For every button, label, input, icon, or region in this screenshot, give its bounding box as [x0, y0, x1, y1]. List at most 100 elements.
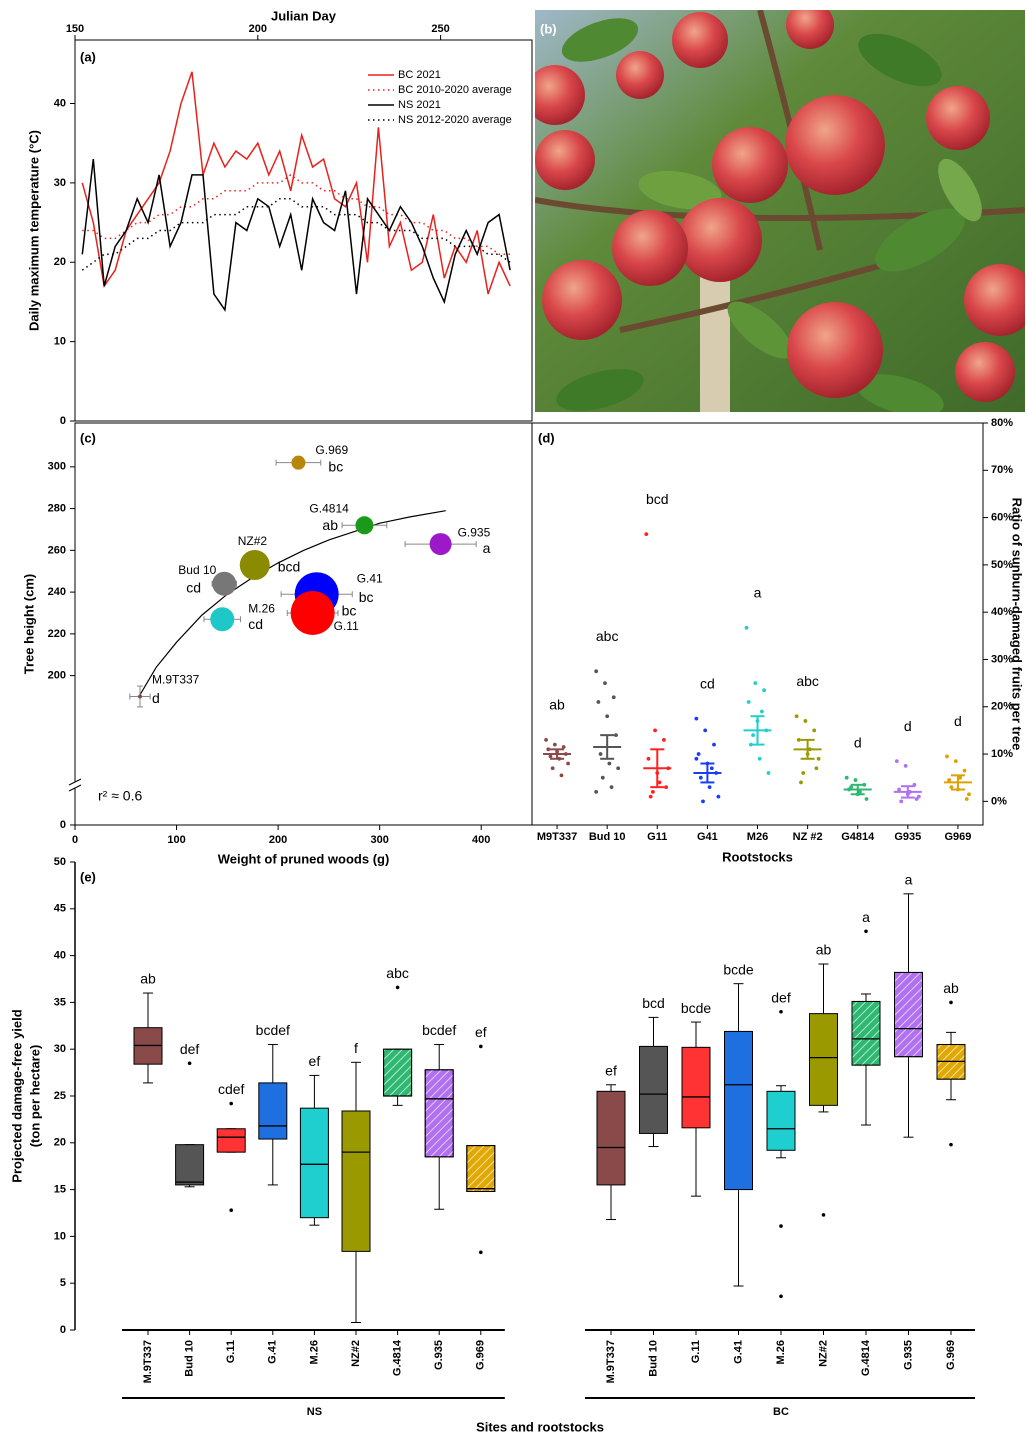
box-hatch: [466, 1145, 496, 1192]
y-tick-label: 20: [54, 256, 66, 268]
bubble: [239, 549, 270, 580]
leaves: [556, 18, 982, 412]
fruit-point: [803, 719, 808, 723]
significance-letter: def: [180, 1041, 200, 1057]
point-label: G.969: [315, 443, 348, 457]
outlier: [187, 1061, 192, 1066]
outlier: [949, 1000, 953, 1005]
apple: [785, 95, 885, 195]
significance-letter: a: [483, 540, 491, 556]
fruit-point: [716, 794, 721, 799]
panel-label: (d): [538, 430, 555, 445]
y-tick-label: 200: [48, 670, 66, 682]
y-tick-label: 60%: [991, 511, 1013, 523]
group-label: NS: [307, 1406, 322, 1418]
significance-letter: d: [854, 734, 862, 750]
point-label: Bud 10: [178, 563, 216, 577]
legend-label: NS 2021: [398, 99, 441, 111]
apple: [926, 86, 990, 150]
y-tick-label: 5: [60, 1277, 66, 1289]
outlier: [821, 1213, 826, 1217]
temperature-line: [81, 198, 511, 271]
x-tick-label: NZ #2: [793, 831, 823, 843]
y-tick-label: 50: [54, 856, 66, 868]
significance-letter: abc: [386, 965, 409, 981]
leaf: [556, 369, 644, 411]
x-tick-label: 250: [431, 23, 449, 35]
fruit-point: [709, 766, 714, 771]
outlier: [779, 1009, 783, 1014]
x-tick-label: G.969: [475, 1340, 487, 1370]
apple: [712, 127, 788, 203]
significance-letter: abc: [596, 628, 619, 644]
significance-letter: ef: [475, 1024, 487, 1040]
x-tick-label: 300: [370, 834, 388, 846]
box: [596, 1090, 626, 1186]
y-tick-label: 30: [54, 177, 66, 189]
fruit-point: [664, 785, 668, 790]
apple: [542, 260, 622, 340]
temperature-line: [81, 159, 511, 312]
x-axis-title: Julian Day: [271, 8, 337, 23]
y-tick-label: 15: [54, 1184, 66, 1196]
y-axis-title: Ratio of sunburn-damaged fruits per tree: [1010, 498, 1025, 751]
y-axis-title: Tree height (cm): [21, 574, 36, 674]
panel-label: (b): [540, 21, 557, 36]
significance-letter: bcdef: [422, 1022, 456, 1038]
fruit-point: [760, 709, 764, 714]
fruit-point: [648, 794, 653, 799]
fruit-point: [614, 733, 618, 738]
fruit-point: [552, 742, 557, 747]
significance-letter: ab: [140, 971, 156, 987]
significance-letter: bcd: [278, 559, 301, 575]
point-label: G.11: [334, 619, 359, 633]
fruit-point: [916, 794, 921, 799]
fruit-point: [550, 766, 555, 771]
y-tick-label: 0: [60, 415, 66, 427]
y-tick-label: 35: [54, 996, 66, 1008]
fruit-point: [596, 700, 601, 704]
x-tick-label: Bud 10: [647, 1340, 659, 1377]
x-tick-label: G.969: [945, 1340, 957, 1370]
fruit-point: [594, 669, 599, 674]
significance-letter: d: [954, 713, 962, 729]
fruit-point: [746, 700, 751, 704]
apple: [955, 342, 1015, 402]
y-tick-label: 10%: [991, 748, 1013, 760]
fruit-point: [812, 728, 817, 733]
box: [766, 1090, 796, 1151]
box: [175, 1144, 205, 1186]
fruit-point: [694, 716, 699, 721]
box: [681, 1046, 711, 1129]
fruit-point: [953, 759, 958, 764]
fruit-point: [694, 756, 699, 761]
x-tick-label: 100: [167, 834, 185, 846]
fruit-point: [899, 799, 904, 804]
fruit-point: [566, 761, 570, 766]
x-tick-label: M.9T337: [142, 1340, 154, 1383]
fruit-point: [864, 797, 869, 801]
leaf: [858, 33, 942, 87]
box-hatch: [894, 971, 923, 1058]
fruit-point: [853, 778, 858, 782]
significance-letter: bc: [342, 603, 357, 619]
y-tick-label: 80%: [991, 417, 1013, 429]
apple: [535, 130, 595, 190]
x-tick-label: 150: [66, 23, 84, 35]
outlier: [779, 1294, 783, 1299]
annotation: r² ≈ 0.6: [98, 788, 142, 804]
fruit-point: [753, 681, 758, 686]
fruit-point: [962, 768, 967, 773]
x-tick-label: G.41: [267, 1340, 279, 1364]
point-label: G.4814: [309, 501, 349, 515]
y-tick-label: 240: [48, 586, 66, 598]
axis-break-gap: [69, 782, 81, 788]
fruit-point: [594, 789, 599, 794]
leaf: [875, 208, 965, 272]
fruit-point: [707, 785, 712, 790]
bubble: [137, 694, 142, 699]
box: [216, 1128, 246, 1153]
significance-letter: ab: [322, 517, 338, 533]
panel-label: (a): [80, 49, 96, 64]
fruit-point: [751, 733, 755, 738]
